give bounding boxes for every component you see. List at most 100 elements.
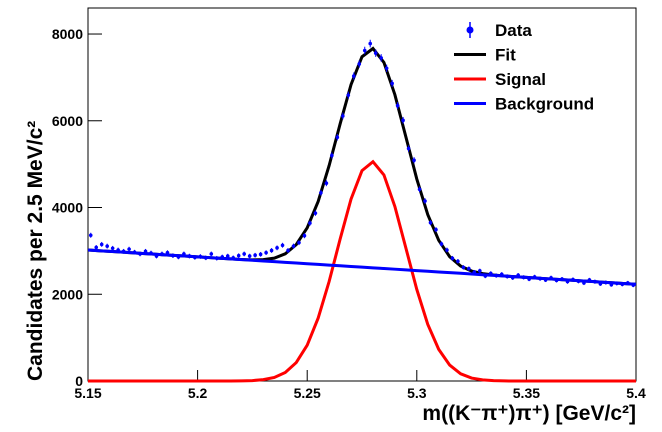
data-point bbox=[99, 242, 104, 247]
data-point bbox=[478, 269, 482, 273]
data-point bbox=[247, 254, 252, 258]
data-point bbox=[330, 153, 334, 158]
data-point bbox=[582, 281, 586, 285]
data-point bbox=[560, 277, 564, 281]
data-point bbox=[258, 252, 263, 257]
data-point bbox=[308, 221, 312, 225]
x-tick-label: 5.25 bbox=[294, 385, 321, 401]
data-point bbox=[110, 246, 115, 251]
x-tick-label: 5.3 bbox=[407, 385, 427, 401]
data-point bbox=[576, 279, 581, 284]
data-point bbox=[609, 282, 614, 287]
data-point bbox=[488, 271, 493, 276]
data-point bbox=[132, 250, 137, 254]
y-tick-label: 2000 bbox=[52, 286, 83, 302]
data-point bbox=[571, 277, 575, 282]
data-point bbox=[532, 275, 537, 279]
data-point bbox=[467, 266, 471, 271]
curve bbox=[88, 159, 636, 383]
data-point bbox=[160, 252, 164, 256]
data-point bbox=[357, 62, 362, 66]
x-tick-label: 5.4 bbox=[626, 385, 646, 401]
data-point bbox=[319, 190, 323, 195]
data-point bbox=[154, 254, 159, 258]
data-point bbox=[264, 250, 268, 255]
data-point bbox=[390, 81, 394, 86]
x-tick-label: 5.2 bbox=[188, 385, 208, 401]
data-point bbox=[598, 282, 603, 286]
data-point bbox=[472, 270, 477, 274]
data-point bbox=[346, 93, 351, 97]
data-point bbox=[116, 248, 120, 252]
data-point bbox=[516, 273, 520, 277]
data-point bbox=[149, 251, 153, 255]
data-point bbox=[269, 248, 274, 253]
data-point bbox=[165, 250, 170, 255]
data-point bbox=[242, 252, 246, 256]
data-point bbox=[297, 240, 301, 245]
data-point bbox=[483, 274, 488, 278]
data-point bbox=[335, 135, 340, 140]
data-point bbox=[253, 253, 257, 258]
data-point bbox=[275, 246, 279, 250]
data-point bbox=[395, 103, 400, 108]
data-point bbox=[593, 279, 597, 284]
data-point bbox=[505, 274, 510, 279]
data-point bbox=[428, 220, 433, 225]
data-point bbox=[286, 248, 290, 253]
x-tick-label: 5.35 bbox=[513, 385, 540, 401]
data-point bbox=[171, 253, 175, 258]
frame bbox=[87, 7, 637, 382]
x-axis-title: m((K⁻π⁺)π⁺) [GeV/c²] bbox=[422, 402, 636, 425]
data-point bbox=[615, 281, 619, 286]
data-point bbox=[182, 252, 186, 256]
data-point bbox=[198, 254, 203, 259]
data-point bbox=[631, 283, 636, 287]
data-point bbox=[401, 118, 405, 123]
data-point bbox=[225, 254, 230, 258]
data-point bbox=[538, 276, 542, 281]
x-tick-label: 5.15 bbox=[74, 385, 101, 401]
data-point bbox=[406, 146, 411, 151]
data-point bbox=[291, 244, 296, 248]
y-tick-label: 6000 bbox=[52, 113, 83, 129]
data-point bbox=[351, 74, 356, 78]
legend-label: Data bbox=[495, 21, 532, 40]
y-tick-label: 0 bbox=[75, 373, 83, 389]
data-point bbox=[94, 245, 99, 250]
data-point bbox=[434, 227, 438, 232]
y-axis-title: Candidates per 2.5 MeV/c² bbox=[24, 121, 47, 381]
data-point bbox=[499, 272, 504, 277]
data-point bbox=[445, 248, 449, 252]
data-point bbox=[461, 265, 466, 270]
data-point bbox=[362, 48, 367, 53]
data-point bbox=[280, 243, 285, 248]
data-point bbox=[620, 282, 625, 287]
data-point bbox=[105, 244, 109, 248]
data-point bbox=[554, 278, 559, 283]
data-point bbox=[625, 281, 630, 285]
legend-label: Background bbox=[495, 95, 594, 114]
data-point bbox=[549, 275, 553, 280]
data-point bbox=[373, 51, 378, 55]
curve bbox=[87, 248, 637, 286]
data-point bbox=[604, 280, 608, 285]
data-point bbox=[521, 275, 526, 280]
data-point bbox=[423, 199, 427, 203]
data-point bbox=[204, 256, 208, 260]
data-point bbox=[143, 249, 148, 254]
data-point bbox=[193, 255, 197, 260]
data-point bbox=[417, 187, 422, 192]
legend-marker bbox=[466, 26, 474, 34]
data-point bbox=[187, 254, 192, 258]
data-point bbox=[121, 249, 126, 254]
data-point bbox=[236, 253, 241, 258]
data-point bbox=[231, 256, 236, 260]
data-point bbox=[324, 181, 329, 186]
data-point bbox=[176, 255, 181, 259]
data-point bbox=[313, 211, 318, 215]
y-tick-label: 8000 bbox=[52, 26, 83, 42]
data-point bbox=[138, 252, 142, 256]
data-point bbox=[527, 277, 531, 281]
